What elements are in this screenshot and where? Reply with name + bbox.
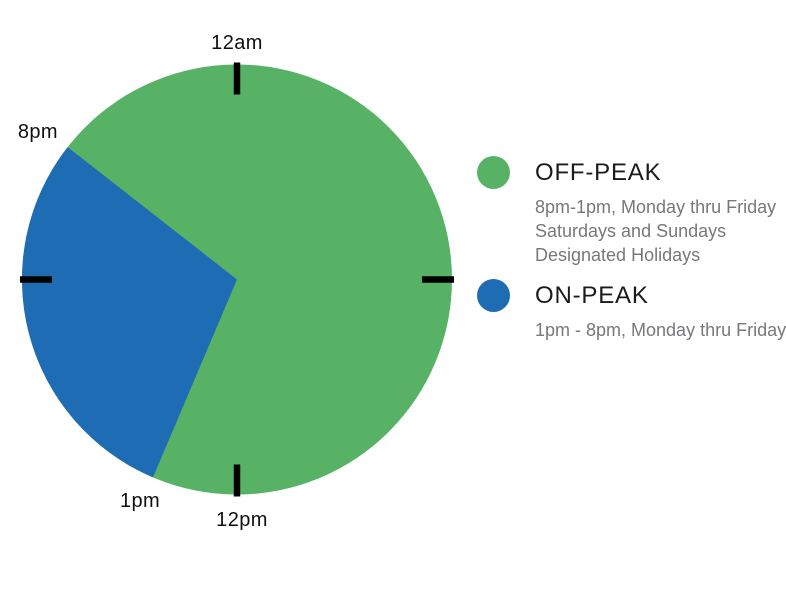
clock-label-12pm: 12pm bbox=[216, 509, 268, 531]
legend-header-off-peak: OFF-PEAK bbox=[477, 156, 783, 189]
on-peak-color-swatch bbox=[477, 279, 510, 312]
off-peak-color-swatch bbox=[477, 156, 510, 189]
legend-title-off-peak: OFF-PEAK bbox=[535, 158, 662, 186]
legend-item-on-peak: ON-PEAK 1pm - 8pm, Monday thru Friday bbox=[477, 279, 786, 342]
clock-label-8pm: 8pm bbox=[17, 121, 58, 143]
legend-desc-line: Designated Holidays bbox=[535, 245, 701, 265]
legend-header-on-peak: ON-PEAK bbox=[477, 279, 783, 312]
legend-desc-line: 8pm-1pm, Monday thru Friday bbox=[535, 197, 777, 217]
legend-desc-off-peak: 8pm-1pm, Monday thru Friday Saturdays an… bbox=[535, 195, 783, 267]
legend: OFF-PEAK 8pm-1pm, Monday thru Friday Sat… bbox=[477, 156, 786, 342]
clock-label-12am: 12am bbox=[211, 32, 263, 54]
clock-label-1pm: 1pm bbox=[119, 490, 161, 512]
pie-chart bbox=[20, 62, 454, 497]
legend-title-on-peak: ON-PEAK bbox=[535, 281, 649, 309]
legend-desc-line: Saturdays and Sundays bbox=[535, 221, 727, 241]
legend-desc-line: 1pm - 8pm, Monday thru Friday bbox=[535, 320, 786, 340]
pie-segment-on-peak bbox=[22, 147, 237, 478]
legend-item-off-peak: OFF-PEAK 8pm-1pm, Monday thru Friday Sat… bbox=[477, 156, 783, 267]
clock-tick-marks bbox=[20, 62, 454, 497]
legend-desc-on-peak: 1pm - 8pm, Monday thru Friday bbox=[535, 318, 786, 342]
